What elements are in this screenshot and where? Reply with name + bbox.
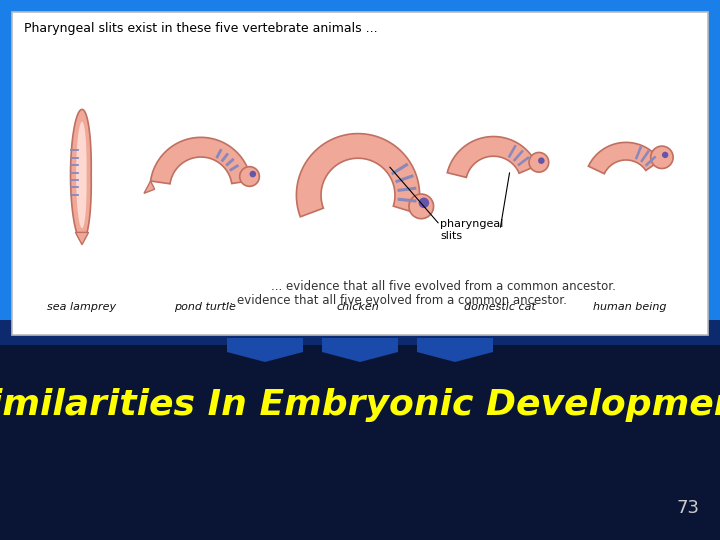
Polygon shape: [297, 133, 420, 217]
Circle shape: [240, 167, 259, 186]
Polygon shape: [447, 137, 537, 178]
Circle shape: [538, 157, 544, 164]
Polygon shape: [150, 137, 251, 184]
Polygon shape: [227, 338, 303, 362]
Text: Pharyngeal slits exist in these five vertebrate animals ...: Pharyngeal slits exist in these five ver…: [24, 22, 377, 35]
Circle shape: [409, 194, 433, 219]
Text: human being: human being: [593, 302, 667, 312]
Polygon shape: [144, 181, 155, 193]
Polygon shape: [322, 338, 398, 362]
Text: Similarities In Embryonic Development: Similarities In Embryonic Development: [0, 388, 720, 422]
Text: 73: 73: [677, 499, 700, 517]
Polygon shape: [76, 232, 89, 245]
Bar: [0, 340, 720, 540]
Circle shape: [662, 152, 668, 158]
Polygon shape: [588, 143, 660, 174]
Circle shape: [529, 152, 549, 172]
Polygon shape: [417, 338, 493, 362]
Text: pond turtle: pond turtle: [174, 302, 236, 312]
Text: ... evidence that all five evolved from a common ancestor.: ... evidence that all five evolved from …: [271, 280, 616, 294]
Circle shape: [250, 171, 256, 177]
Bar: [0, 320, 720, 345]
Text: domestic cat: domestic cat: [464, 302, 536, 312]
Polygon shape: [71, 110, 91, 241]
Text: ... evidence that all five evolved from a common ancestor.: ... evidence that all five evolved from …: [222, 294, 567, 307]
Text: pharyngeal
slits: pharyngeal slits: [440, 219, 503, 241]
Circle shape: [418, 198, 429, 208]
Bar: [12, 12, 708, 335]
Text: sea lamprey: sea lamprey: [48, 302, 117, 312]
Text: chicken: chicken: [337, 302, 379, 312]
Polygon shape: [76, 122, 86, 228]
Circle shape: [651, 146, 673, 168]
